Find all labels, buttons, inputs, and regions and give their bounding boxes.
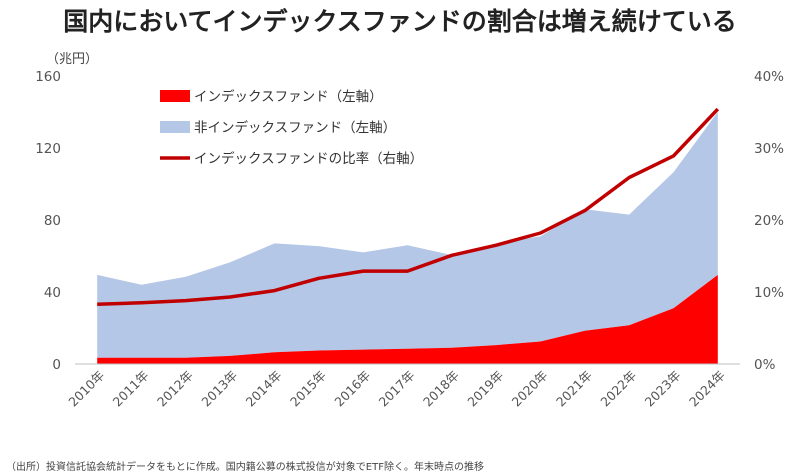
y-left-tick-label: 80 bbox=[44, 213, 61, 229]
index-ratio-line bbox=[97, 107, 720, 306]
x-tick-label: 2015年 bbox=[287, 368, 329, 410]
x-tick-label: 2022年 bbox=[597, 368, 639, 410]
x-tick-label: 2020年 bbox=[509, 368, 551, 410]
x-tick-label: 2018年 bbox=[420, 368, 462, 410]
x-tick-label: 2023年 bbox=[642, 368, 684, 410]
legend-index-label: インデックスファンド（左軸） bbox=[194, 88, 383, 105]
x-tick-label: 2017年 bbox=[376, 368, 418, 410]
x-tick-label: 2011年 bbox=[110, 368, 152, 410]
non-index-area bbox=[97, 112, 718, 358]
left-axis-unit: （兆円） bbox=[46, 52, 99, 67]
x-tick-label: 2024年 bbox=[686, 368, 728, 410]
legend-non-index-swatch bbox=[160, 121, 190, 133]
footnote: （出所）投資信託協会統計データをもとに作成。国内籍公募の株式投信が対象でETF除… bbox=[6, 462, 484, 473]
chart-title: 国内においてインデックスファンドの割合は増え続けている bbox=[63, 7, 737, 36]
x-tick-label: 2016年 bbox=[331, 368, 373, 410]
y-right-tick-label: 0% bbox=[754, 357, 776, 373]
y-right-tick-label: 30% bbox=[754, 141, 784, 157]
y-right-tick-label: 40% bbox=[754, 69, 784, 85]
legend-non-index-label: 非インデックスファンド（左軸） bbox=[194, 119, 396, 136]
legend-ratio-label: インデックスファンドの比率（右軸） bbox=[194, 150, 423, 167]
x-tick-label: 2021年 bbox=[553, 368, 595, 410]
y-left-tick-label: 160 bbox=[35, 69, 61, 85]
x-tick-label: 2013年 bbox=[198, 368, 240, 410]
x-tick-label: 2012年 bbox=[154, 368, 196, 410]
y-right-tick-label: 20% bbox=[754, 213, 784, 229]
x-tick-label: 2014年 bbox=[243, 368, 285, 410]
x-tick-label: 2019年 bbox=[464, 368, 506, 410]
y-left-tick-label: 0 bbox=[52, 357, 61, 373]
y-right-tick-label: 10% bbox=[754, 285, 784, 301]
index-area bbox=[97, 274, 718, 364]
x-tick-label: 2010年 bbox=[65, 368, 107, 410]
y-left-tick-label: 40 bbox=[44, 285, 61, 301]
y-left-tick-label: 120 bbox=[35, 141, 61, 157]
legend-index-swatch bbox=[160, 90, 190, 102]
